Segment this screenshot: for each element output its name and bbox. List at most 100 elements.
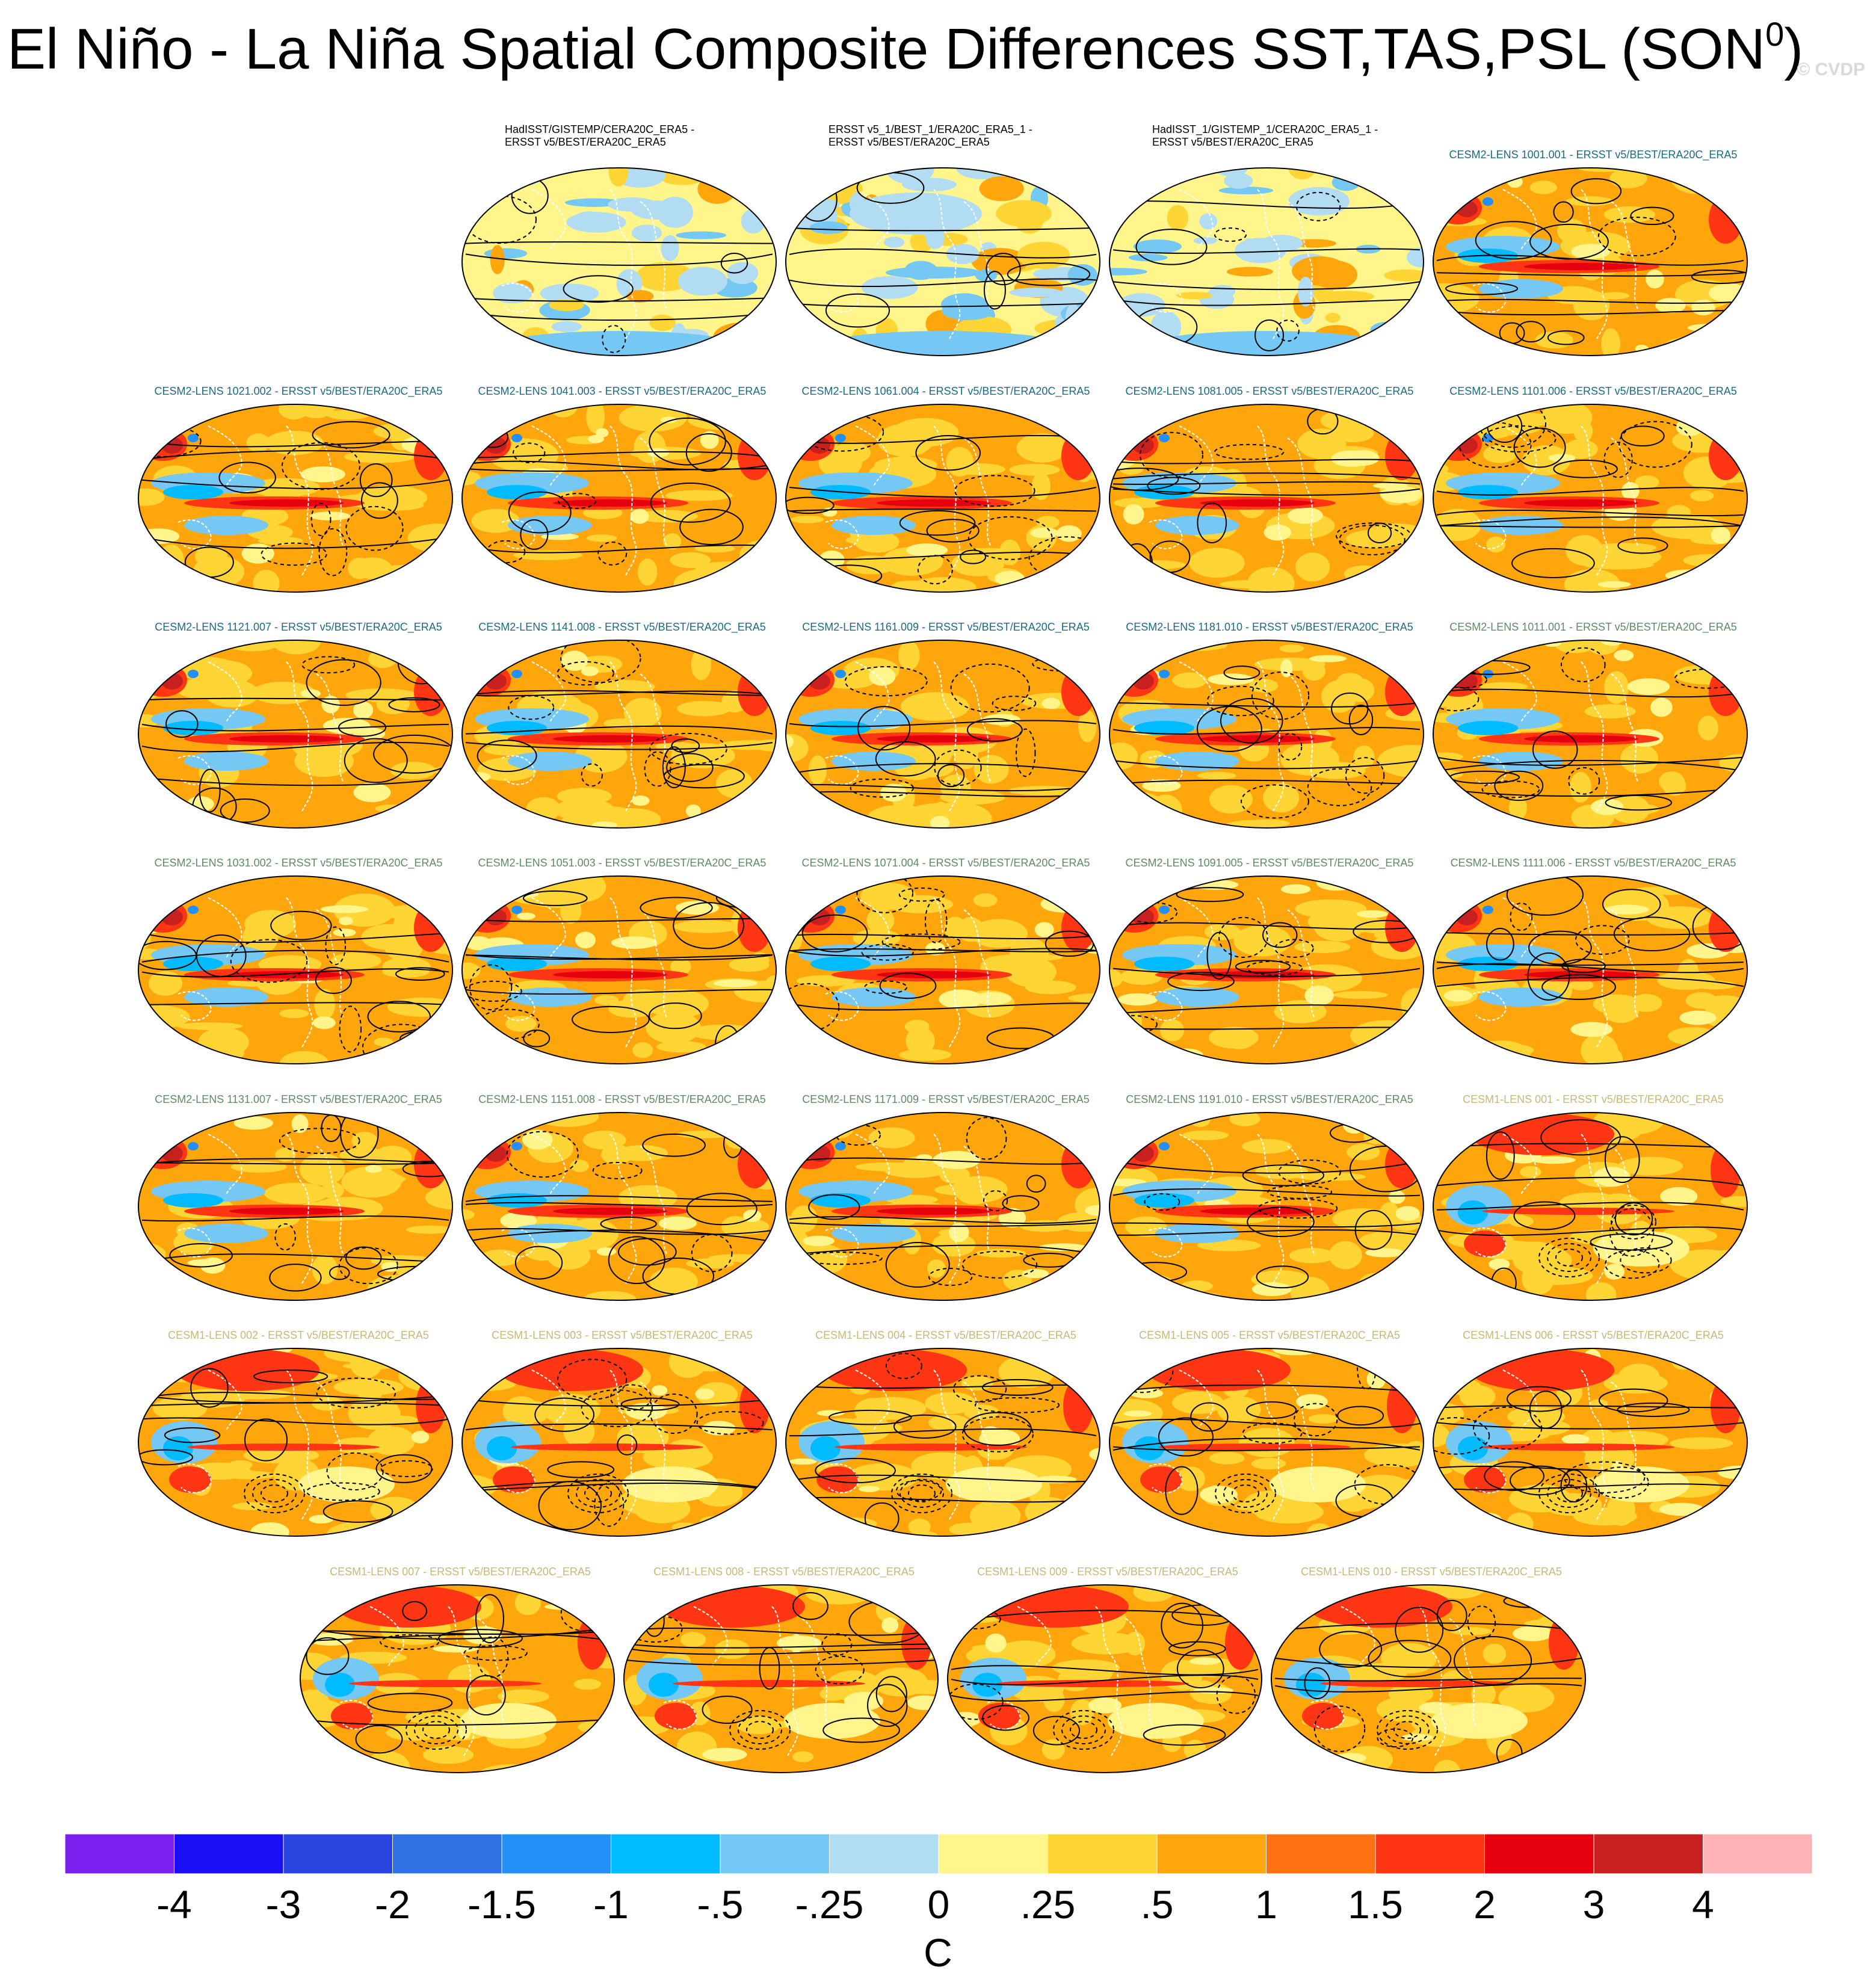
south-atlantic-anomaly xyxy=(784,1703,880,1739)
psl-contour xyxy=(1246,960,1303,976)
anomaly-patch xyxy=(702,1421,736,1436)
coastline xyxy=(933,1134,961,1285)
psl-contour-line xyxy=(1274,1657,1582,1669)
psl-contour xyxy=(857,706,911,751)
anomaly-patch xyxy=(1142,779,1181,792)
anomaly-patch xyxy=(1486,536,1506,553)
coastlines xyxy=(1472,1134,1639,1285)
map xyxy=(785,167,1100,356)
psl-contour xyxy=(1015,728,1036,777)
anomaly-patch xyxy=(505,1016,537,1032)
psl-contour xyxy=(592,1162,643,1179)
psl-contour xyxy=(875,741,936,777)
anomaly-patch xyxy=(432,1283,452,1300)
psl-contour xyxy=(982,1705,1029,1731)
psl-contour xyxy=(815,1457,896,1484)
anomaly-patch xyxy=(1109,1061,1134,1064)
equatorial-warm-core xyxy=(553,1208,667,1215)
south-pacific-cool-anomaly xyxy=(832,987,916,1007)
anomaly-patch xyxy=(1067,901,1100,912)
anomaly-patch xyxy=(1677,959,1699,989)
psl-contour-line xyxy=(465,468,773,472)
psl-contour xyxy=(252,1479,297,1508)
psl-contour xyxy=(1215,1474,1276,1513)
eastern-warm-patch xyxy=(1709,432,1742,480)
anomaly-patch xyxy=(540,283,599,303)
anomaly-patch xyxy=(958,1759,978,1773)
anomaly-patch xyxy=(1209,1451,1245,1465)
equatorial-warm-core xyxy=(877,499,991,507)
anomaly-patch xyxy=(1464,878,1508,891)
anomaly-patch xyxy=(249,478,320,497)
psl-contour-line xyxy=(1112,702,1421,708)
psl-contour-line xyxy=(141,1215,449,1222)
south-pacific-cool-anomaly xyxy=(508,987,592,1007)
colorbar-box xyxy=(1048,1833,1158,1874)
map-border xyxy=(138,875,453,1064)
coastline xyxy=(1095,1606,1123,1758)
panel-title: CESM2-LENS 1111.006 - ERSST v5/BEST/ERA2… xyxy=(1419,832,1768,874)
north-warm-band xyxy=(984,1585,1129,1628)
coastline xyxy=(855,189,890,250)
anomaly-patch xyxy=(1655,297,1686,313)
anomaly-patch xyxy=(1022,1268,1049,1279)
australia-warm-patch xyxy=(655,1703,697,1729)
anomaly-patch xyxy=(1660,1187,1698,1206)
anomaly-patch xyxy=(500,1212,537,1229)
map-border xyxy=(785,167,1100,356)
south-atlantic-anomaly xyxy=(460,1703,557,1739)
panel-title-line: ERSST v5_1/BEST_1/ERA20C_ERA5_1 - xyxy=(828,123,1032,135)
psl-contour xyxy=(422,1721,450,1739)
psl-contour xyxy=(463,1644,528,1661)
psl-contours xyxy=(462,176,773,353)
eastern-warm-patch xyxy=(1225,1616,1255,1670)
psl-contour xyxy=(310,502,332,536)
anomaly-patch xyxy=(1031,1117,1078,1132)
map-panel: CESM2-LENS 1081.005 - ERSST v5/BEST/ERA2… xyxy=(1107,360,1432,594)
psl-contour-line xyxy=(303,1630,611,1635)
psl-contours xyxy=(465,1359,773,1531)
psl-contour-line xyxy=(789,1222,1097,1227)
psl-contour xyxy=(961,1250,1038,1279)
map-border xyxy=(1433,1112,1748,1301)
colorbar-tick-label: -1.5 xyxy=(467,1882,536,1927)
anomaly-patch xyxy=(406,1225,452,1234)
anomaly-patch xyxy=(1573,1507,1637,1526)
cold-spot xyxy=(1159,906,1170,914)
psl-contour-line xyxy=(1112,472,1421,480)
psl-contours xyxy=(789,1117,1097,1288)
anomaly-patch xyxy=(1166,640,1183,646)
colorbar-box xyxy=(392,1833,502,1874)
west-pacific-cool-core xyxy=(1134,1436,1164,1460)
psl-contour xyxy=(960,549,987,564)
anomaly-patch xyxy=(1109,555,1150,573)
psl-contour-line xyxy=(951,1691,1259,1702)
psl-contour-line xyxy=(1274,1678,1582,1682)
psl-contour xyxy=(1630,206,1674,226)
panel-title-line: CESM1-LENS 001 - ERSST v5/BEST/ERA20C_ER… xyxy=(1463,1093,1724,1105)
anomaly-patch xyxy=(550,878,591,904)
anomaly-patch xyxy=(891,1680,938,1694)
anomaly-patch xyxy=(1133,239,1182,254)
map-field xyxy=(462,640,776,828)
anomaly-patch xyxy=(1124,1286,1170,1300)
map-panel: CESM2-LENS 1141.008 - ERSST v5/BEST/ERA2… xyxy=(460,596,785,830)
anomaly-patch xyxy=(138,1113,190,1128)
psl-contour xyxy=(1254,319,1284,351)
anomaly-patch xyxy=(1109,1141,1135,1151)
coastline xyxy=(1502,897,1537,959)
anomaly-patch xyxy=(981,1426,1000,1441)
eastern-warm-patch xyxy=(1385,432,1419,480)
anomaly-patch xyxy=(632,795,650,806)
anomaly-patch xyxy=(1109,556,1125,564)
psl-contour xyxy=(1247,1206,1315,1238)
psl-contour xyxy=(686,1193,757,1226)
anomaly-patch xyxy=(625,1403,667,1420)
anomaly-patch xyxy=(310,1765,335,1773)
anomaly-patch xyxy=(1341,404,1368,408)
anomaly-patch xyxy=(1251,1282,1292,1297)
map xyxy=(1433,1112,1748,1301)
anomaly-patch xyxy=(1333,1753,1367,1764)
cold-spot xyxy=(835,1142,846,1150)
anomaly-patch xyxy=(616,1145,668,1161)
